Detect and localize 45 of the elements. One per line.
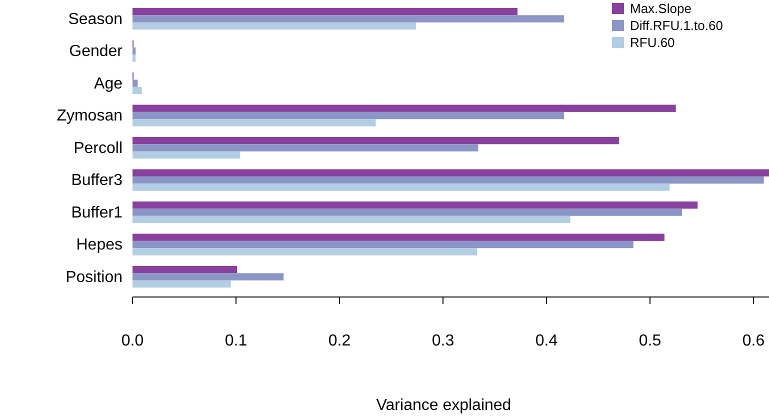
bar [132,234,664,241]
y-tick-label: Zymosan [56,108,122,125]
bar [132,22,416,30]
y-tick-label: Position [66,268,122,286]
y-tick-label: Percoll [74,140,122,157]
bar [132,273,284,280]
x-tick-label: 0.5 [638,332,662,350]
legend-label: RFU.60 [630,35,675,50]
bar [132,266,238,274]
bar [132,86,142,94]
y-tick-label: Hepes [76,236,122,254]
x-tick-label: 0.4 [535,332,558,350]
x-axis-title: Variance explained [376,397,512,414]
x-tick-label: 0.6 [742,332,765,350]
y-tick-label: Gender [69,43,124,60]
bar [132,176,764,184]
bar [132,208,682,216]
x-tick-label: 0.0 [121,332,144,350]
bar [132,151,240,159]
bar [132,8,518,16]
x-tick-label: 0.2 [328,332,351,350]
legend-label: Max.Slope [630,1,692,16]
bar [132,216,570,224]
bar [132,280,231,288]
legend-label: Diff.RFU.1.to.60 [630,18,723,33]
bar [132,47,136,55]
bar [132,15,564,22]
bar [132,169,769,176]
bar [132,119,376,126]
y-tick-label: Buffer3 [71,172,123,190]
bar [132,80,138,87]
bar [132,248,478,256]
y-tick-label: Age [94,75,123,92]
bar [132,54,136,62]
bar [132,104,676,112]
bar [132,112,564,120]
bar [132,136,619,144]
bar [132,201,698,209]
bar [132,240,634,248]
y-tick-label: Season [68,10,122,28]
bar [132,144,478,152]
x-tick-label: 0.1 [224,332,248,350]
bar [132,184,670,191]
x-tick-label: 0.3 [432,332,454,350]
y-tick-label: Buffer1 [71,204,123,222]
